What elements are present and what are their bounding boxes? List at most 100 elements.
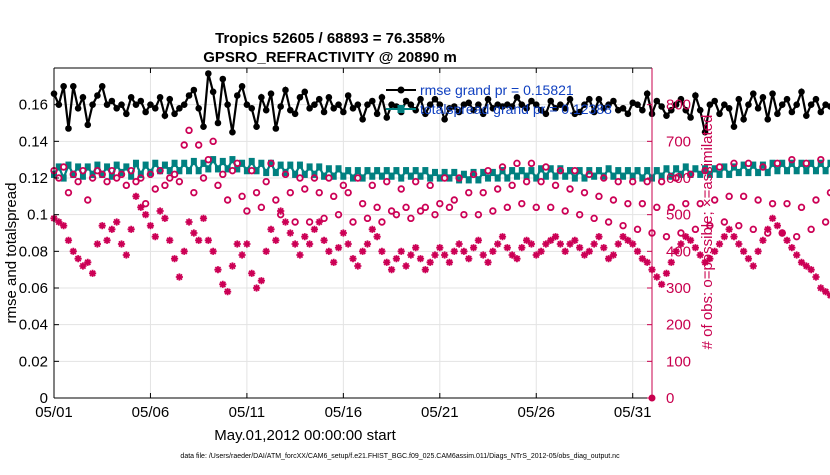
- data-point: [412, 167, 419, 175]
- data-point: [518, 101, 526, 108]
- data-point: [98, 170, 106, 179]
- data-point: [759, 163, 767, 171]
- data-point: [769, 90, 776, 97]
- data-point: [604, 255, 613, 263]
- data-point: [334, 210, 343, 219]
- data-point: [745, 168, 752, 177]
- data-point: [615, 167, 622, 175]
- y-tick-label: 0.08: [19, 243, 48, 260]
- data-point: [672, 247, 680, 255]
- data-point: [518, 199, 526, 208]
- y-tick-right-label: 200: [666, 317, 691, 334]
- data-point: [123, 163, 130, 171]
- data-point: [619, 233, 627, 241]
- data-point: [677, 229, 685, 237]
- data-point: [64, 188, 73, 197]
- data-point: [354, 167, 361, 175]
- data-point: [687, 170, 694, 178]
- data-point: [455, 240, 463, 248]
- data-point: [69, 83, 77, 90]
- data-point: [450, 247, 458, 255]
- data-point: [170, 255, 179, 263]
- data-point: [812, 167, 819, 175]
- data-point: [156, 166, 164, 175]
- data-point: [282, 168, 289, 177]
- data-point: [817, 155, 825, 164]
- data-point: [60, 222, 68, 230]
- data-point: [330, 192, 338, 201]
- data-point: [710, 196, 719, 204]
- data-point: [750, 161, 757, 169]
- data-point: [634, 101, 641, 108]
- data-point: [272, 236, 280, 244]
- data-point: [470, 168, 477, 177]
- data-point: [79, 172, 86, 180]
- data-point: [692, 165, 699, 173]
- data-point: [783, 199, 791, 208]
- data-point: [518, 244, 526, 252]
- data-point: [474, 210, 483, 219]
- data-point: [759, 94, 767, 101]
- chart-title: Tropics 52605 / 68893 = 76.358%: [215, 30, 445, 47]
- data-point: [166, 174, 174, 182]
- data-point: [532, 203, 540, 212]
- data-point: [692, 92, 699, 99]
- data-point: [624, 199, 632, 208]
- data-point: [609, 251, 618, 259]
- data-point: [383, 167, 390, 175]
- data-point: [687, 114, 694, 121]
- data-point: [253, 167, 260, 175]
- data-point: [262, 106, 270, 114]
- data-point: [296, 94, 304, 101]
- data-point: [412, 106, 419, 114]
- data-point: [552, 172, 559, 180]
- data-point: [286, 229, 294, 237]
- data-point: [566, 240, 574, 248]
- data-point: [205, 70, 212, 77]
- data-point: [315, 95, 323, 103]
- data-point: [132, 177, 140, 186]
- data-point: [402, 262, 410, 270]
- data-point: [715, 240, 724, 248]
- y-tick-right-label: 300: [666, 280, 691, 297]
- data-point: [108, 225, 116, 233]
- data-point: [175, 273, 183, 281]
- data-point: [721, 101, 728, 108]
- data-point: [263, 168, 270, 177]
- y-tick-right-label: 400: [666, 243, 691, 260]
- data-point: [508, 251, 516, 259]
- data-point: [643, 258, 651, 266]
- data-point: [267, 225, 275, 233]
- data-point: [416, 207, 425, 215]
- data-point: [239, 159, 246, 167]
- data-point: [233, 92, 241, 99]
- data-point: [416, 255, 425, 263]
- data-point: [60, 83, 67, 90]
- data-point: [98, 222, 106, 230]
- data-point: [522, 177, 531, 186]
- data-point: [219, 75, 227, 83]
- data-point: [354, 174, 362, 182]
- data-point: [788, 155, 796, 164]
- data-point: [498, 163, 507, 171]
- data-point: [422, 167, 429, 175]
- data-point: [697, 170, 704, 178]
- data-point: [296, 174, 304, 182]
- y-tick-right-label: 800: [666, 97, 691, 114]
- data-point: [788, 108, 796, 116]
- data-point: [440, 174, 449, 182]
- data-point: [205, 165, 212, 173]
- data-point: [310, 225, 319, 233]
- data-point: [344, 188, 352, 197]
- data-point: [248, 166, 256, 175]
- x-tick-label: 05/06: [132, 404, 170, 421]
- data-point: [624, 167, 631, 175]
- data-point: [542, 163, 550, 171]
- data-point: [797, 203, 806, 212]
- data-point: [393, 167, 400, 175]
- data-point: [591, 172, 598, 180]
- data-point: [151, 233, 159, 241]
- data-point: [672, 174, 680, 182]
- data-point: [417, 172, 424, 180]
- data-point: [595, 167, 602, 175]
